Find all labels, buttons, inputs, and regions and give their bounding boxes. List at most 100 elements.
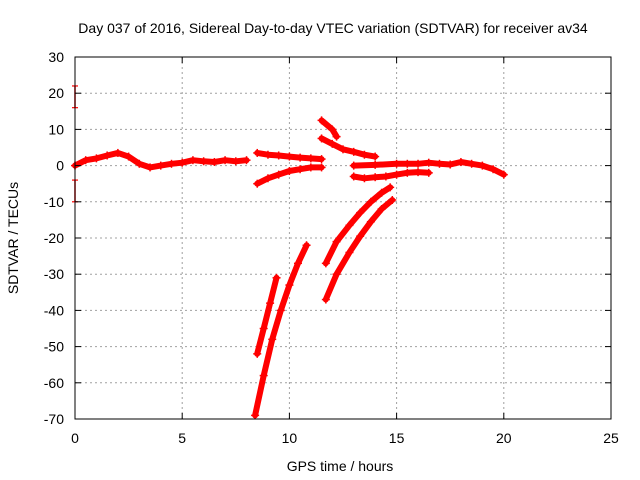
data-point <box>349 172 358 181</box>
y-axis-label: SDTVAR / TECUs <box>5 182 21 294</box>
data-point <box>317 155 326 164</box>
data-point <box>306 163 315 172</box>
data-point <box>135 159 144 168</box>
ticks: 0 5 10 15 20 25 -70 -60 -50 -40 -30 -20 -10 0 10 20 30 <box>44 49 619 446</box>
y-tick-label: 20 <box>48 85 64 101</box>
data-point <box>349 147 358 156</box>
data-point <box>221 156 230 165</box>
data-point <box>276 306 285 315</box>
data-point <box>253 179 262 188</box>
data-point <box>259 324 268 333</box>
data-point <box>360 150 369 159</box>
series-layer <box>71 85 508 420</box>
data-point <box>253 349 262 358</box>
x-tick-label: 15 <box>389 430 405 446</box>
data-series <box>253 163 326 188</box>
data-point <box>199 157 208 166</box>
data-point <box>386 183 395 192</box>
data-point <box>178 158 187 167</box>
data-point <box>103 151 112 160</box>
data-point <box>478 161 487 170</box>
y-tick-label: 10 <box>48 121 64 137</box>
data-point <box>263 150 272 159</box>
data-point <box>392 170 401 179</box>
series-track <box>318 135 379 160</box>
data-point <box>371 152 380 161</box>
data-point <box>321 259 330 268</box>
data-series <box>253 148 326 164</box>
data-point <box>268 335 277 344</box>
data-point <box>328 125 337 134</box>
data-point <box>349 161 358 170</box>
data-point <box>274 170 283 179</box>
data-point <box>332 237 341 246</box>
x-axis-label: GPS time / hours <box>287 458 394 474</box>
data-point <box>366 217 375 226</box>
data-point <box>414 159 423 168</box>
data-point <box>360 174 369 183</box>
data-point <box>266 299 275 308</box>
data-point <box>345 221 354 230</box>
data-point <box>285 281 294 290</box>
data-point <box>403 159 412 168</box>
data-point <box>366 197 375 206</box>
y-tick-label: -60 <box>44 375 64 391</box>
data-point <box>274 151 283 160</box>
data-point <box>317 116 326 125</box>
data-point <box>124 152 133 161</box>
data-point <box>388 195 397 204</box>
y-tick-label: -70 <box>44 411 64 427</box>
data-point <box>317 163 326 172</box>
data-point <box>377 205 386 214</box>
data-point <box>81 156 90 165</box>
data-point <box>113 148 122 157</box>
data-point <box>424 158 433 167</box>
x-tick-label: 25 <box>603 430 619 446</box>
series-track <box>318 117 340 140</box>
data-point <box>251 411 260 420</box>
data-point <box>332 270 341 279</box>
grid <box>75 57 611 419</box>
x-tick-label: 5 <box>178 430 186 446</box>
data-point <box>339 145 347 154</box>
y-tick-label: -20 <box>44 230 64 246</box>
data-point <box>356 208 365 217</box>
series-track <box>254 274 280 357</box>
x-tick-label: 0 <box>71 430 79 446</box>
data-point <box>424 168 433 177</box>
y-tick-label: 0 <box>56 158 64 174</box>
y-tick-label: -10 <box>44 194 64 210</box>
data-point <box>306 154 315 163</box>
data-point <box>321 295 330 304</box>
data-point <box>371 173 380 182</box>
data-point <box>381 172 390 181</box>
data-point <box>231 157 240 166</box>
data-point <box>499 170 508 179</box>
series-track <box>322 184 394 267</box>
data-point <box>489 165 498 174</box>
data-point <box>92 154 101 163</box>
data-point <box>285 152 294 161</box>
data-point <box>210 157 219 166</box>
data-series <box>321 195 397 304</box>
data-point <box>188 156 197 165</box>
data-point <box>293 259 302 268</box>
data-point <box>156 161 165 170</box>
data-series <box>253 273 281 358</box>
data-series <box>349 157 508 179</box>
data-series <box>321 183 395 268</box>
data-point <box>467 159 476 168</box>
data-point <box>253 148 262 157</box>
data-point <box>392 159 401 168</box>
data-point <box>317 134 326 143</box>
data-point <box>446 160 455 169</box>
chart-title: Day 037 of 2016, Sidereal Day-to-day VTE… <box>78 20 588 36</box>
data-point <box>356 232 365 241</box>
data-point <box>167 159 176 168</box>
y-tick-label: -40 <box>44 302 64 318</box>
data-series <box>349 168 433 183</box>
data-point <box>259 371 268 380</box>
data-point <box>435 159 444 168</box>
data-point <box>146 163 155 172</box>
